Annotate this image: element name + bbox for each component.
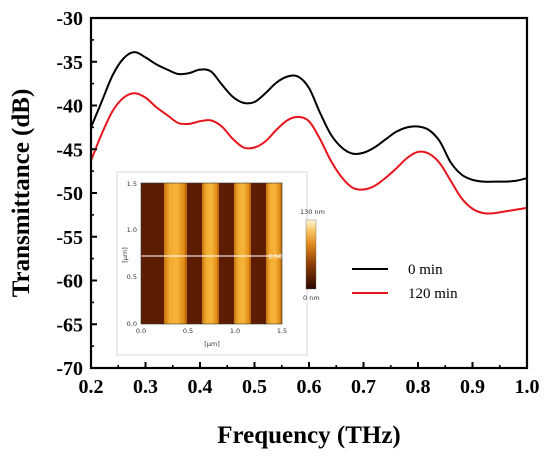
- series-line-0min: [91, 51, 527, 183]
- inset-xtick: 1.5: [277, 327, 287, 335]
- afm-scale-label: 1.500: [268, 253, 287, 261]
- x-tick-label: 0.9: [460, 376, 485, 398]
- afm-image: 1.500: [140, 182, 287, 325]
- x-tick-label: 0.4: [188, 376, 213, 398]
- y-tick-label: -70: [56, 358, 83, 380]
- legend-label-0min: 0 min: [408, 262, 443, 278]
- inset-x-ticks: 0.0 0.5 1.0 1.5: [136, 327, 287, 335]
- x-tick-label: 0.5: [242, 376, 267, 398]
- afm-colorbar: [305, 219, 317, 290]
- y-axis-title: Transmittance (dB): [8, 89, 35, 298]
- inset-ytick: 0.5: [127, 273, 137, 281]
- colorbar-min-label: 0 nm: [303, 294, 320, 302]
- y-tick-label: -45: [56, 139, 83, 161]
- afm-inset: 1.500 0.0 0.5 1.0 1.5 0.0 0.5 1.0 1.5 [μ…: [116, 171, 325, 356]
- inset-ytick: 0.0: [127, 320, 137, 328]
- legend-label-120min: 120 min: [408, 286, 458, 302]
- y-tick-label: -30: [56, 8, 83, 30]
- y-tick-label: -65: [56, 314, 83, 336]
- x-tick-label: 0.6: [297, 376, 322, 398]
- y-tick-label: -35: [56, 52, 83, 74]
- y-tick-label: -50: [56, 183, 83, 205]
- series-layer: [91, 51, 527, 215]
- x-tick-label: 0.2: [79, 376, 104, 398]
- inset-x-label: [μm]: [204, 340, 220, 348]
- inset-xtick: 1.0: [230, 327, 240, 335]
- legend: 0 min 120 min: [352, 262, 458, 302]
- y-tick-label: -40: [56, 96, 83, 118]
- y-tick-label: -60: [56, 271, 83, 293]
- inset-ytick: 1.5: [127, 180, 137, 188]
- colorbar-max-label: 130 nm: [300, 208, 325, 216]
- axes: 0.2 0.3 0.4 0.5 0.6 0.7 0.8 0.9 1.0 -30 -35 -40 -45 -…: [56, 8, 539, 398]
- inset-xtick: 0.0: [136, 327, 146, 335]
- inset-y-label: [μm]: [121, 247, 129, 263]
- x-tick-label: 0.3: [133, 376, 158, 398]
- x-tick-label: 1.0: [515, 376, 540, 398]
- x-tick-label: 0.8: [406, 376, 431, 398]
- y-tick-label: -55: [56, 227, 83, 249]
- series-line-120min: [91, 92, 527, 215]
- inset-ytick: 1.0: [127, 226, 137, 234]
- x-tick-label: 0.7: [351, 376, 376, 398]
- x-axis-title: Frequency (THz): [217, 422, 401, 449]
- inset-y-ticks: 0.0 0.5 1.0 1.5: [127, 180, 137, 328]
- inset-xtick: 0.5: [183, 327, 193, 335]
